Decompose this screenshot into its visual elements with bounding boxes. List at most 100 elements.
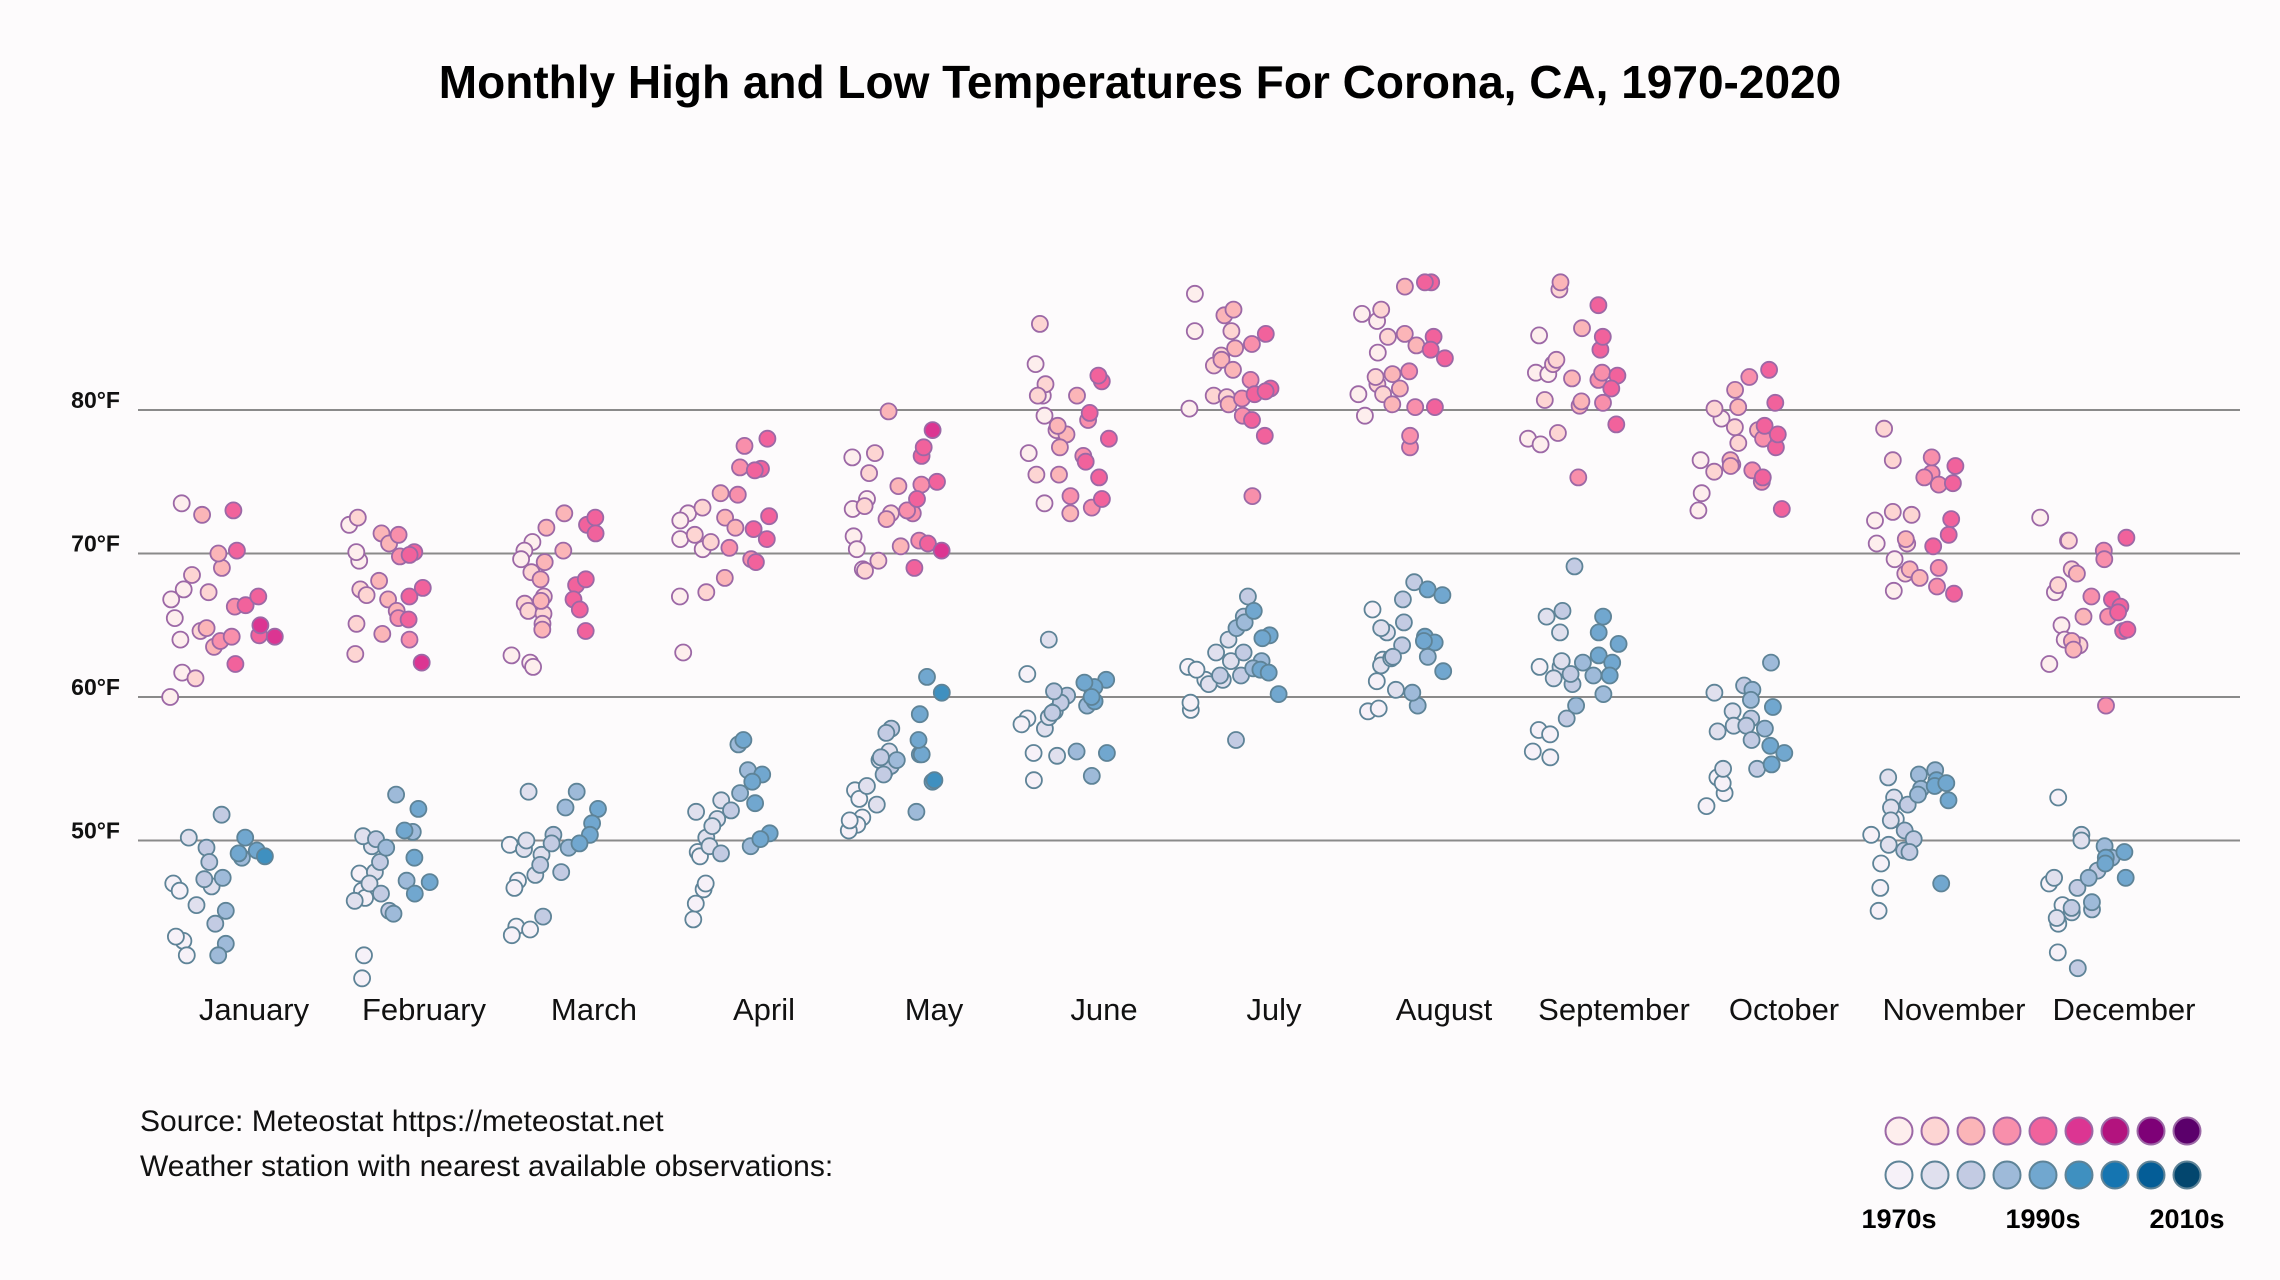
- high-temp-point: [1243, 411, 1261, 429]
- legend-low-swatch: [1956, 1160, 1986, 1190]
- low-temp-point: [1871, 879, 1890, 897]
- high-temp-point: [1224, 300, 1243, 319]
- high-temp-point: [726, 518, 745, 537]
- high-temp-point: [2082, 587, 2101, 606]
- high-temp-point: [1740, 368, 1759, 386]
- low-temp-point: [1862, 825, 1881, 844]
- high-temp-point: [1035, 406, 1054, 425]
- y-tick-label: 60°F: [71, 674, 120, 700]
- x-tick-label: April: [733, 992, 795, 1027]
- high-temp-point: [1426, 398, 1444, 417]
- high-temp-point: [1884, 581, 1903, 600]
- high-temp-point: [1185, 322, 1204, 341]
- high-temp-point: [346, 645, 365, 663]
- low-temp-point: [1253, 629, 1272, 648]
- low-temp-point: [517, 831, 536, 850]
- low-temp-point: [909, 731, 928, 749]
- high-temp-point: [502, 646, 521, 665]
- low-temp-point: [395, 821, 414, 840]
- low-temp-point: [1714, 759, 1732, 778]
- x-tick-label: February: [362, 992, 487, 1027]
- legend-label: 1970s: [1861, 1204, 1936, 1234]
- low-temp-point: [377, 838, 396, 857]
- high-temp-point: [1867, 534, 1886, 553]
- high-temp-point: [1689, 501, 1708, 520]
- legend: 1970s 1990s 2010s: [1861, 1116, 2225, 1234]
- high-temp-point: [1100, 429, 1118, 448]
- high-temp-point: [174, 580, 193, 599]
- legend-high-swatch: [2028, 1116, 2058, 1146]
- high-temp-point: [532, 592, 550, 610]
- high-temp-point: [1061, 504, 1080, 523]
- low-temp-point: [1523, 742, 1542, 761]
- high-temp-point: [1530, 326, 1548, 345]
- low-temp-point: [1259, 663, 1278, 682]
- low-temp-point: [1705, 683, 1724, 702]
- low-temp-point: [405, 848, 424, 867]
- high-temp-point: [905, 559, 924, 577]
- low-temp-point: [1552, 652, 1571, 670]
- low-temp-point: [1387, 680, 1405, 699]
- low-temp-point: [170, 881, 189, 900]
- high-temp-point: [866, 444, 884, 463]
- high-temp-point: [1222, 322, 1241, 341]
- low-temp-point: [534, 907, 552, 926]
- high-temp-point: [1396, 277, 1414, 296]
- low-temp-point: [932, 683, 951, 702]
- high-temp-point: [1535, 391, 1554, 409]
- x-tick-label: December: [2053, 992, 2196, 1027]
- low-temp-point: [1881, 811, 1900, 830]
- legend-high-swatch: [1920, 1116, 1950, 1146]
- x-tick-label: March: [551, 992, 637, 1027]
- high-temp-point: [1366, 368, 1385, 386]
- high-temp-point: [932, 541, 951, 560]
- low-temp-point: [910, 705, 929, 724]
- high-temp-point: [524, 658, 542, 676]
- low-temp-point: [858, 777, 876, 795]
- low-temp-point: [570, 834, 589, 853]
- high-temp-point: [197, 619, 216, 637]
- high-temp-point: [389, 525, 408, 544]
- high-temp-point: [685, 525, 704, 544]
- high-temp-point: [1243, 487, 1262, 506]
- low-temp-point: [187, 896, 206, 914]
- high-temp-point: [357, 586, 376, 604]
- high-temp-point: [715, 569, 734, 587]
- high-temp-point: [908, 490, 926, 508]
- low-temp-point: [384, 904, 403, 923]
- low-temp-point: [734, 731, 753, 749]
- high-temp-point: [1226, 339, 1244, 358]
- low-temp-point: [925, 771, 944, 790]
- low-temp-point: [1393, 636, 1411, 655]
- high-temp-point: [1531, 435, 1550, 454]
- low-temp-point: [1369, 699, 1388, 718]
- high-temp-point: [1549, 424, 1567, 442]
- low-temp-point: [197, 838, 216, 857]
- high-temp-point: [674, 643, 693, 662]
- high-temp-point: [399, 610, 418, 629]
- low-temp-point: [1879, 768, 1898, 787]
- high-temp-point: [533, 620, 552, 639]
- x-tick-label: August: [1396, 992, 1493, 1027]
- high-temp-point: [1883, 502, 1902, 521]
- high-temp-point: [1726, 380, 1744, 399]
- high-temp-point: [843, 448, 862, 467]
- high-temp-point: [671, 511, 690, 530]
- high-temp-point: [1929, 559, 1948, 577]
- y-tick-label: 50°F: [71, 818, 120, 844]
- low-temp-point: [2116, 868, 2135, 887]
- high-temp-point: [1372, 300, 1391, 319]
- high-temp-point: [1180, 399, 1199, 418]
- high-temp-point: [671, 587, 689, 606]
- high-temp-point: [1883, 451, 1902, 470]
- high-temp-point: [1729, 434, 1748, 452]
- high-temp-point: [224, 501, 243, 520]
- low-temp-point: [840, 811, 859, 830]
- high-temp-point: [1349, 385, 1368, 404]
- low-temp-point: [1012, 715, 1031, 734]
- high-temp-point: [1256, 324, 1275, 343]
- low-temp-point: [236, 828, 255, 847]
- high-temp-point: [348, 508, 367, 527]
- high-temp-point: [860, 464, 878, 483]
- low-temp-point: [216, 901, 235, 920]
